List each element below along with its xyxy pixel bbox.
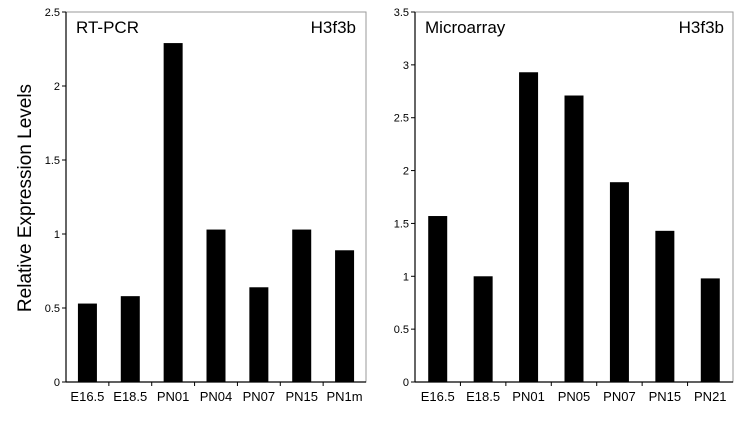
y-tick-label: 0 [403, 377, 409, 389]
x-tick-label: PN01 [512, 389, 545, 404]
x-tick-label: PN01 [157, 389, 190, 404]
y-axis-label: Relative Expression Levels [15, 84, 36, 312]
x-tick-label: PN15 [285, 389, 318, 404]
y-tick-label: 1 [54, 229, 60, 241]
bar-pn1m [335, 250, 355, 382]
y-tick-label: 3 [403, 60, 409, 72]
y-tick-label: 0.5 [394, 324, 409, 336]
chart-subtitle-rt-pcr: H3f3b [311, 18, 356, 37]
x-tick-label: PN05 [558, 389, 591, 404]
x-tick-label: E16.5 [421, 389, 455, 404]
y-tick-label: 2.5 [45, 7, 60, 19]
chart-subtitle-microarray: H3f3b [679, 18, 724, 37]
chart-title-microarray: Microarray [425, 18, 506, 37]
x-tick-label: E18.5 [466, 389, 500, 404]
bar-pn04 [206, 229, 226, 382]
y-tick-label: 2 [403, 166, 409, 178]
bar-pn07 [249, 287, 269, 382]
bar-pn07 [609, 182, 629, 382]
bar-pn15 [292, 229, 312, 382]
bar-pn21 [700, 278, 720, 382]
y-tick-label: 2 [54, 81, 60, 93]
x-tick-label: PN07 [603, 389, 636, 404]
chart-microarray: Microarray H3f3b 0 0.5 1 1.5 2 2.5 3 3.5 E16.5 E1… [394, 7, 734, 404]
x-tick-label: E16.5 [70, 389, 104, 404]
bar-pn01 [163, 43, 183, 383]
y-tick-label: 0.5 [45, 303, 60, 315]
y-tick-label: 3.5 [394, 7, 409, 19]
bar-e18-5 [120, 296, 140, 382]
x-tick-label: E18.5 [113, 389, 147, 404]
y-tick-label: 1.5 [394, 218, 409, 230]
chart-title-rt-pcr: RT-PCR [76, 18, 139, 37]
y-tick-label: 1 [403, 271, 409, 283]
bar-e16-5 [428, 216, 448, 382]
bar-e16-5 [77, 303, 97, 382]
y-tick-label: 0 [54, 377, 60, 389]
bar-e18-5 [473, 276, 493, 382]
y-tick-label: 1.5 [45, 155, 60, 167]
x-tick-label: PN07 [243, 389, 276, 404]
x-tick-label: PN21 [694, 389, 727, 404]
chart-rt-pcr: RT-PCR H3f3b 0 0.5 1 1.5 2 2.5 E16.5 E18.5 PN01 P… [45, 7, 367, 404]
bar-pn01 [519, 72, 539, 382]
x-tick-label: PN15 [649, 389, 682, 404]
y-tick-label: 2.5 [394, 113, 409, 125]
x-tick-label: PN04 [200, 389, 233, 404]
bar-pn05 [564, 95, 584, 382]
x-tick-label: PN1m [327, 389, 363, 404]
bar-pn15 [655, 230, 675, 382]
